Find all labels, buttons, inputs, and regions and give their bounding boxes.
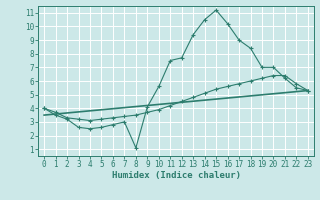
X-axis label: Humidex (Indice chaleur): Humidex (Indice chaleur) xyxy=(111,171,241,180)
